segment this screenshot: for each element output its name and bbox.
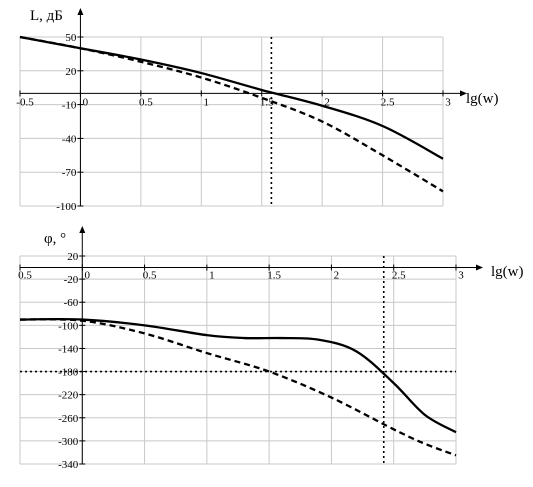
phase-y-tick-label: -260 [58, 413, 79, 425]
phase-solid-series [19, 317, 457, 434]
phase-y-tick-label: -140 [58, 343, 79, 355]
magnitude-y-tick-label: -70 [62, 167, 77, 179]
phase-y-tick-label: -60 [64, 297, 79, 309]
phase-y-arrow [79, 226, 86, 233]
magnitude-xlabel: lg(w) [466, 91, 499, 107]
phase-x-tick-label: 0.5 [143, 270, 157, 282]
phase-y-tick-label: 20 [67, 251, 79, 263]
phase-y-tick-label: -340 [58, 459, 79, 471]
magnitude-y-tick-label: -10 [62, 100, 77, 112]
magnitude-x-tick-label: 3 [445, 96, 451, 108]
phase-y-tick-label: -300 [58, 436, 79, 448]
magnitude-x-tick-label: 0 [83, 96, 89, 108]
phase-x-tick-label: 2 [334, 270, 340, 282]
magnitude-x-tick-label: 2.5 [381, 96, 395, 108]
magnitude-solid-series [19, 35, 444, 160]
magnitude-x-arrow [460, 90, 467, 97]
phase-x-arrow [476, 264, 483, 271]
phase-plot: 0.5 0 0.5 1 1.5 2 2.5 3 20 -20 -60 -100 -140 -180 -220… [18, 226, 524, 471]
magnitude-ylabel: L, дБ [30, 8, 63, 24]
phase-y-tick-label: -20 [64, 274, 79, 286]
phase-x-tick-label: 2.5 [392, 270, 406, 282]
phase-x-tick-label: 0 [85, 270, 91, 282]
phase-x-tick-label: 1 [209, 270, 215, 282]
phase-x-tick-label: 1.5 [267, 270, 281, 282]
magnitude-y-tick-label: 20 [65, 66, 77, 78]
magnitude-y-tick-label: 50 [65, 32, 77, 44]
magnitude-x-tick-label: 1 [204, 96, 210, 108]
magnitude-y-arrow [77, 8, 84, 15]
phase-y-tick-label: -100 [58, 320, 79, 332]
magnitude-x-tick-label: 2 [324, 96, 330, 108]
magnitude-y-tick-label: -100 [56, 201, 77, 213]
magnitude-y-tick-label: -40 [62, 133, 77, 145]
phase-x-tick-label: 3 [458, 270, 464, 282]
phase-y-tick-label: -180 [58, 367, 79, 379]
phase-dashed-series [19, 318, 457, 457]
magnitude-dashed-series [19, 35, 444, 193]
magnitude-x-tick-label: -0.5 [16, 96, 34, 108]
magnitude-x-tick-label: 0.5 [139, 96, 153, 108]
phase-x-tick-label: 0.5 [18, 270, 32, 282]
phase-y-tick-label: -220 [58, 390, 79, 402]
phase-xlabel: lg(w) [491, 264, 524, 280]
phase-ylabel: φ, ° [44, 231, 66, 247]
